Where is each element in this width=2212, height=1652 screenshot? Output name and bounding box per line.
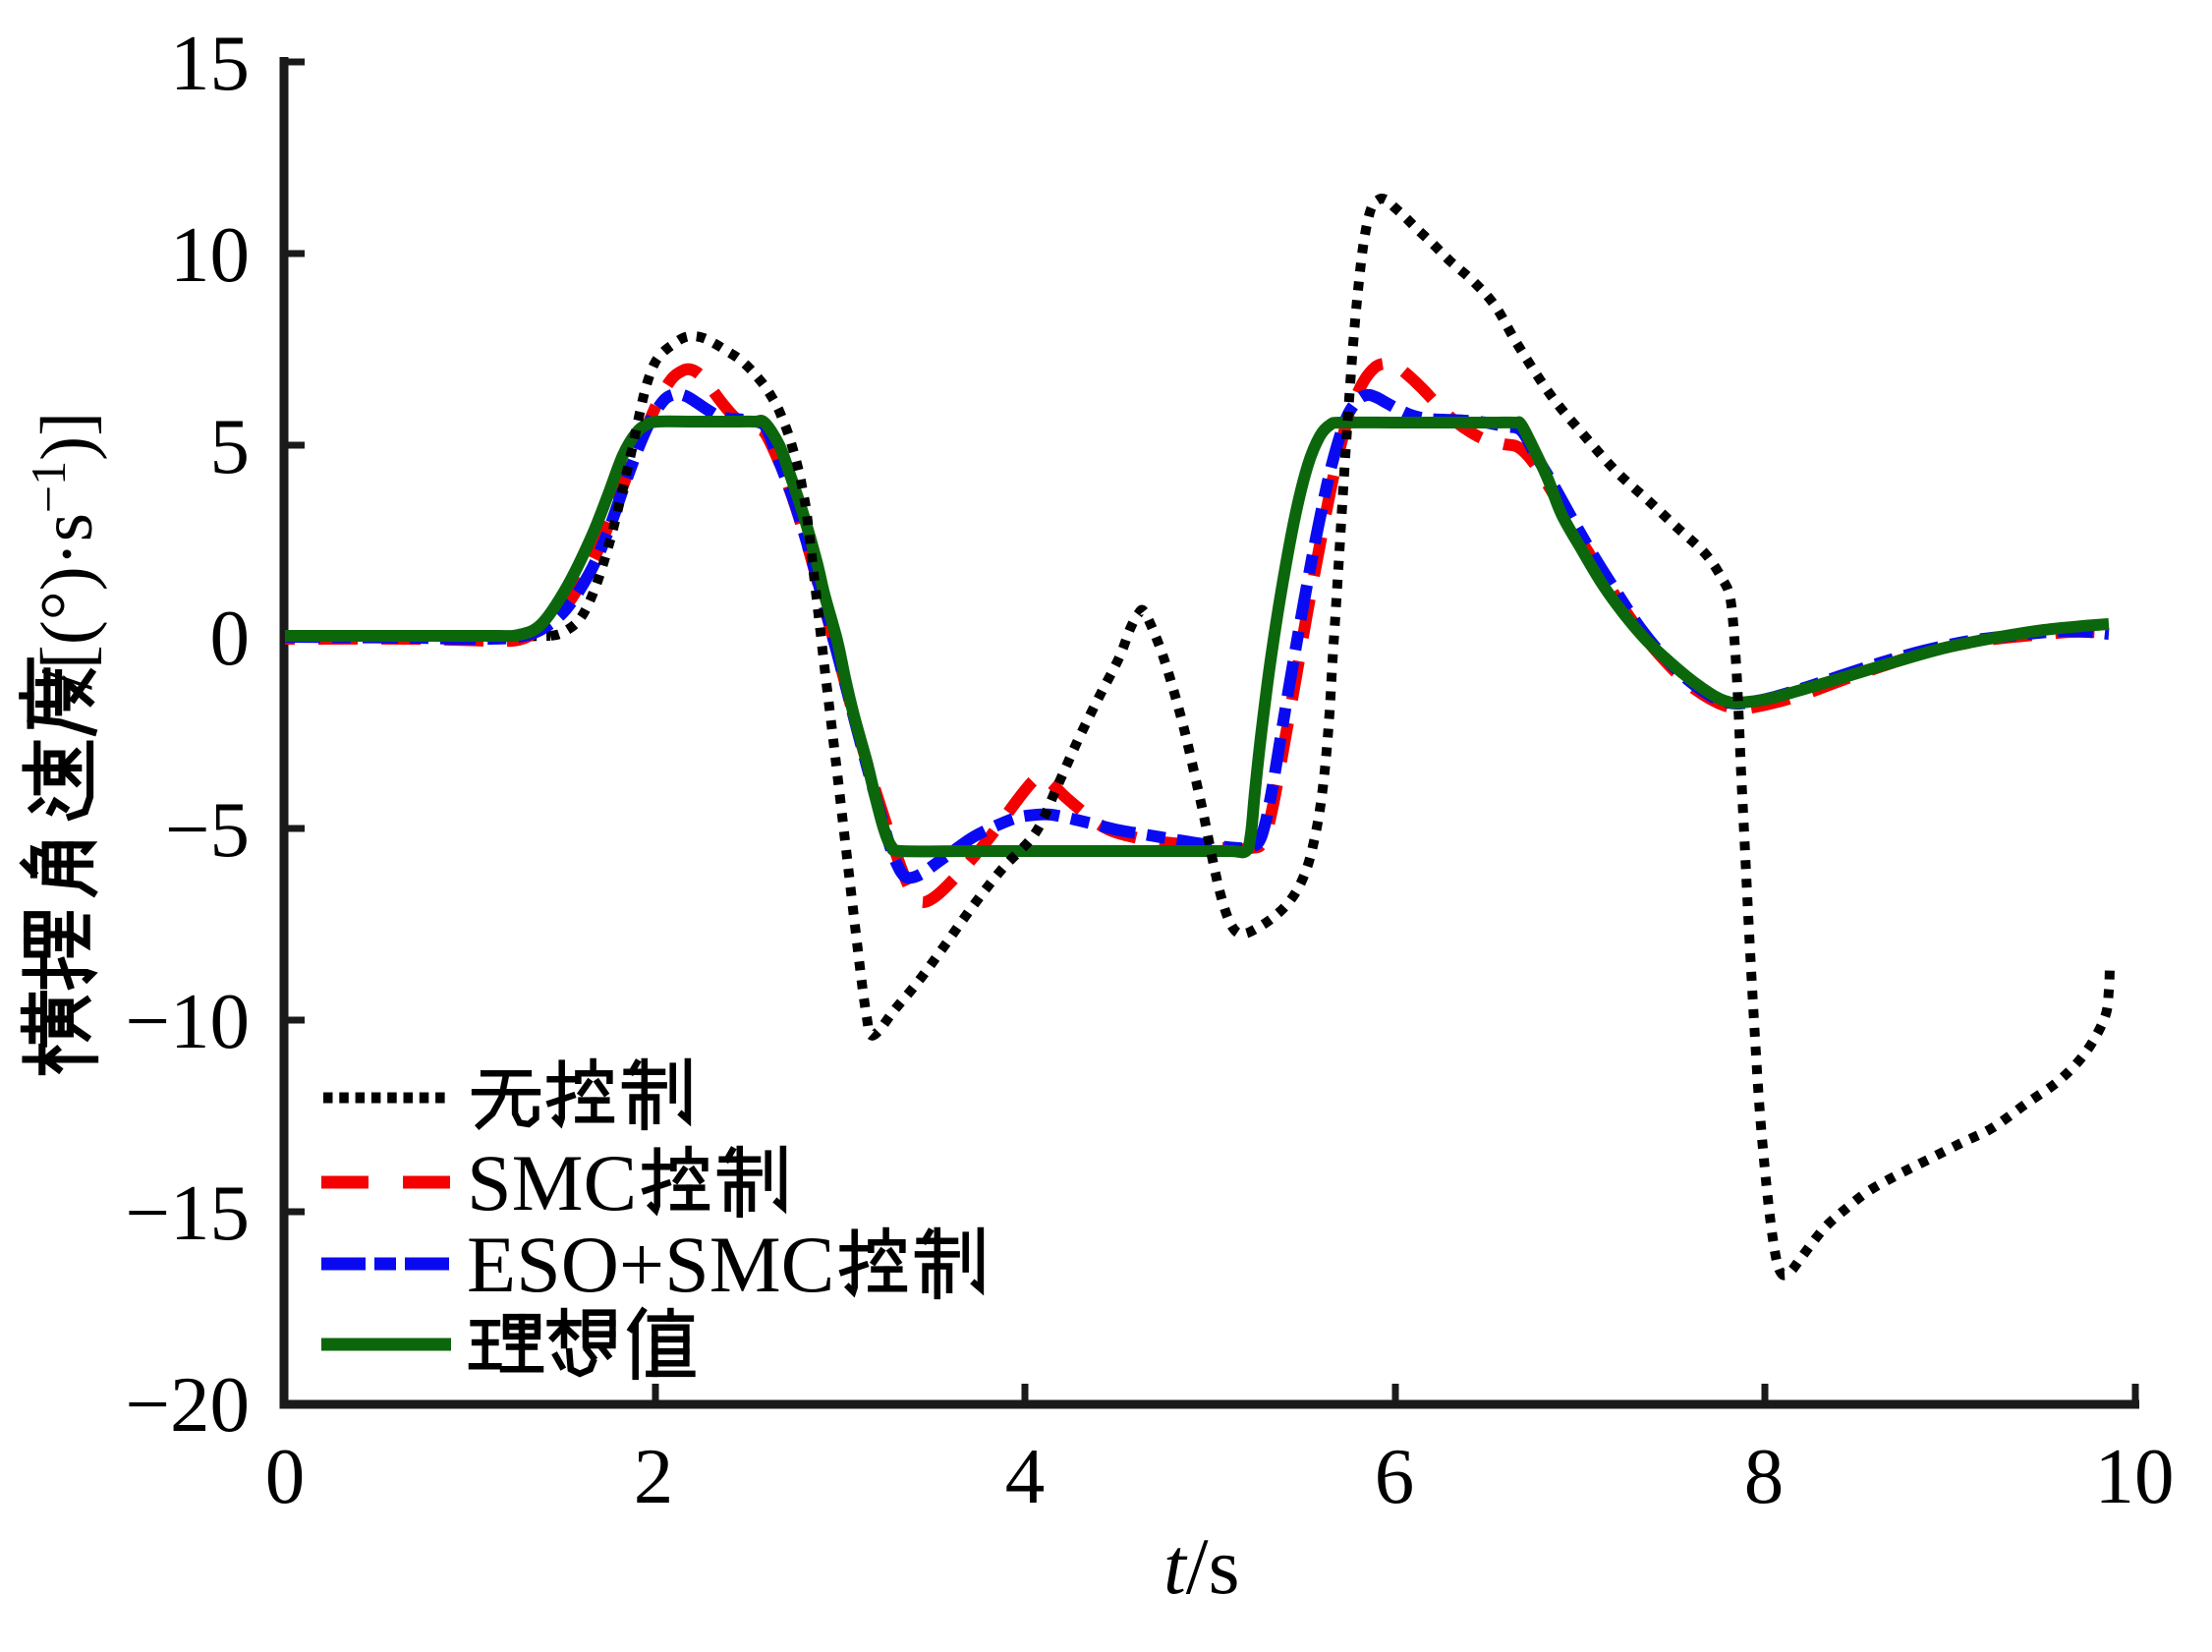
svg-text:0: 0 (210, 594, 251, 682)
svg-text:−15: −15 (125, 1168, 250, 1257)
svg-text:6: 6 (1375, 1432, 1415, 1520)
svg-text:−20: −20 (125, 1360, 250, 1449)
svg-text:5: 5 (210, 402, 251, 490)
svg-text:15: 15 (170, 19, 250, 107)
svg-text:−10: −10 (125, 977, 250, 1065)
svg-text:−5: −5 (165, 785, 250, 874)
svg-text:SMC: SMC (467, 1138, 637, 1227)
svg-text:8: 8 (1744, 1432, 1785, 1520)
svg-text:ESO+SMC: ESO+SMC (467, 1220, 834, 1309)
svg-text:10: 10 (2095, 1432, 2175, 1520)
svg-text:t/s: t/s (1163, 1521, 1240, 1611)
svg-text:0: 0 (265, 1432, 306, 1520)
svg-text:10: 10 (170, 210, 250, 299)
svg-text:4: 4 (1005, 1432, 1046, 1520)
svg-text:/[(°)·s−1)]: /[(°)·s−1)] (21, 412, 108, 690)
svg-text:2: 2 (634, 1432, 674, 1520)
